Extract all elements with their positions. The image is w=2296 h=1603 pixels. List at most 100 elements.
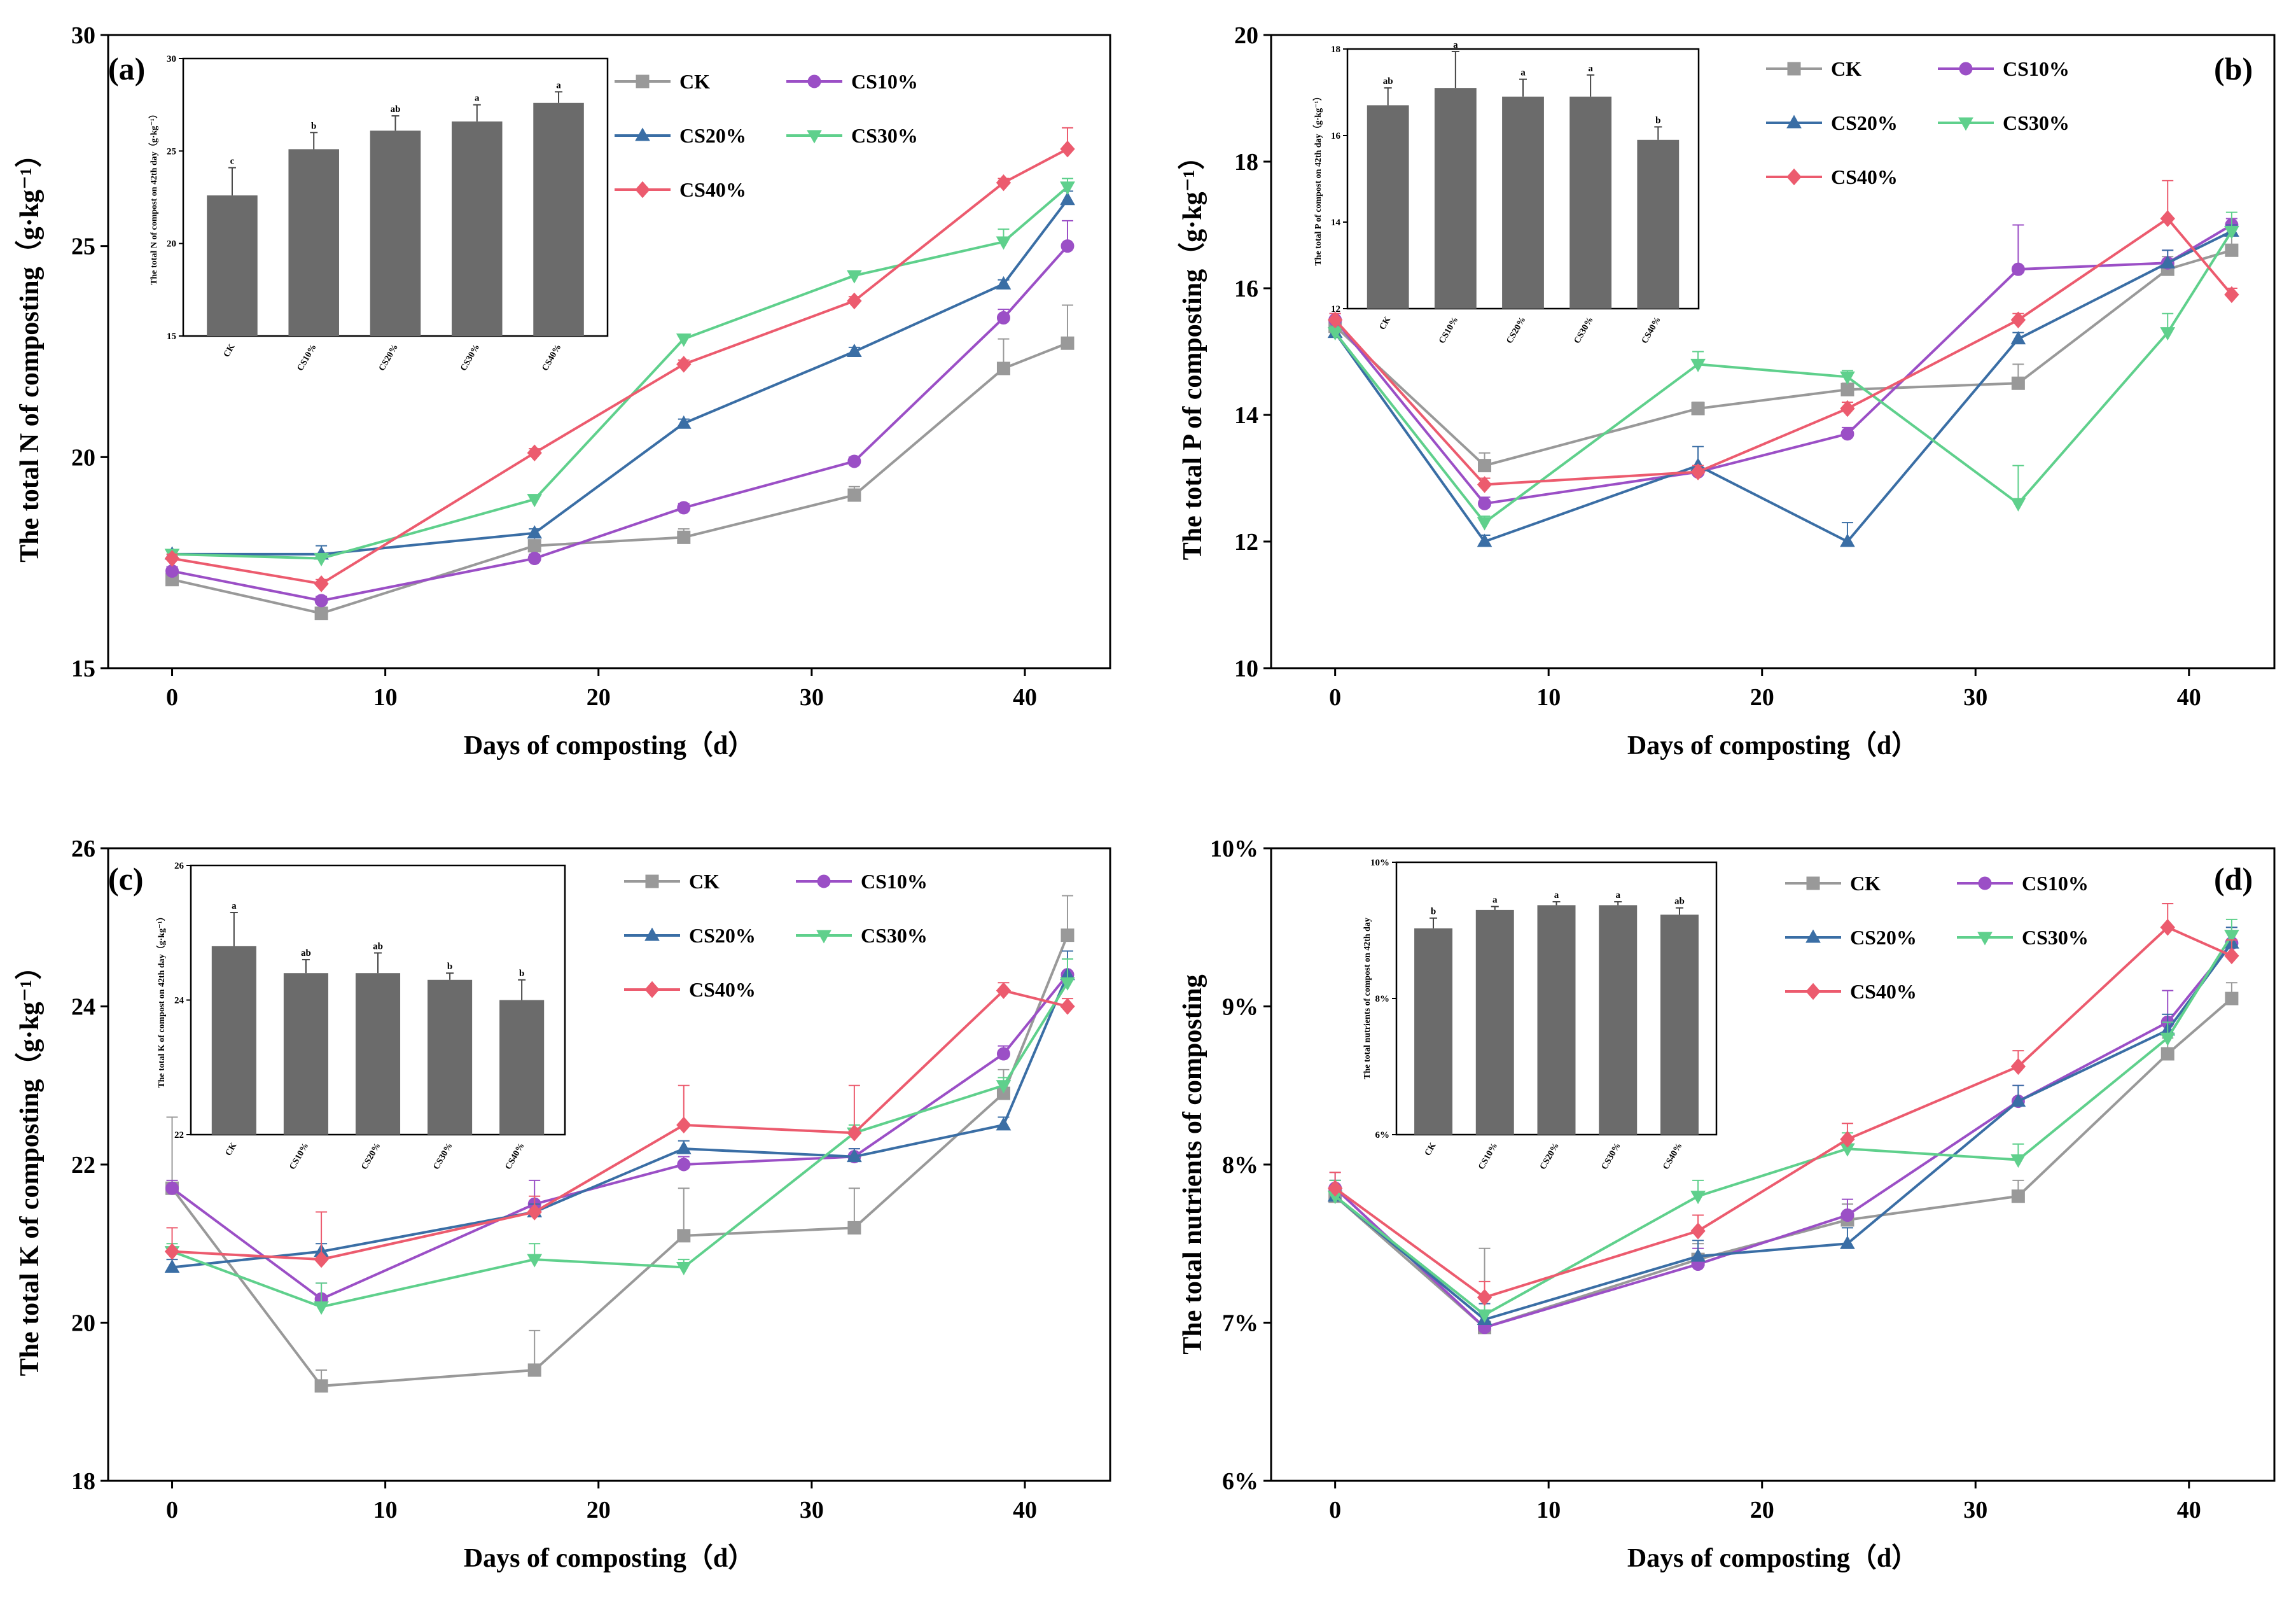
inset-x-tick-label: CS10%	[288, 1142, 310, 1172]
series-line	[172, 342, 1068, 615]
data-point	[2160, 1047, 2174, 1061]
legend-label: CS10%	[2022, 872, 2089, 895]
data-point	[2160, 210, 2175, 227]
data-point	[1690, 358, 1706, 372]
inset-y-tick-label: 16	[1331, 131, 1341, 141]
data-point	[527, 444, 542, 461]
legend-item: CS10%	[796, 870, 928, 893]
data-point	[314, 594, 328, 608]
data-point	[1840, 400, 1855, 417]
legend-item: CS20%	[1766, 111, 1898, 134]
x-tick-label: 40	[1013, 1497, 1037, 1523]
data-point	[1477, 1309, 1492, 1323]
legend-item: CS20%	[1785, 926, 1917, 949]
inset-x-tick-label: CS10%	[296, 343, 319, 373]
inset-y-tick-label: 22	[174, 1130, 184, 1140]
legend-item: CS30%	[796, 924, 928, 947]
inset-bar	[355, 973, 401, 1135]
inset-bar	[1414, 928, 1453, 1135]
series-CS30pct	[1327, 211, 2239, 531]
legend-marker	[644, 927, 660, 941]
significance-letter: a	[475, 94, 480, 104]
inset-x-tick-label: CS10%	[1437, 316, 1460, 346]
data-point	[1840, 1130, 1855, 1148]
data-point	[165, 564, 179, 578]
inset-bar	[428, 979, 473, 1135]
data-point	[1840, 427, 1854, 441]
inset-x-tick-label: CK	[1378, 315, 1393, 332]
legend-item: CS40%	[1785, 980, 1917, 1003]
y-tick-label: 16	[1234, 276, 1258, 302]
data-point	[2160, 327, 2176, 341]
series-CS10pct	[165, 220, 1075, 608]
data-point	[676, 1140, 692, 1154]
inset-x-tick-label: CS20%	[1505, 316, 1528, 346]
inset-x-tick-label: CK	[224, 1141, 239, 1158]
inset-bar-chart: 22 24 26 a CK ab CS10% ab CS20% b CS30% b CS40% The t…	[157, 861, 566, 1172]
data-point	[996, 174, 1012, 192]
x-tick-label: 40	[2177, 684, 2201, 711]
legend-marker	[816, 930, 831, 944]
legend-label: CS40%	[679, 178, 746, 201]
y-axis-title: The total P of composting（g·kg⁻¹）	[1178, 143, 1207, 560]
legend-label: CS40%	[689, 978, 756, 1001]
data-point	[527, 1203, 542, 1221]
y-tick-label: 6%	[1222, 1468, 1258, 1495]
data-point	[847, 270, 862, 284]
significance-letter: a	[1615, 890, 1620, 900]
x-tick-label: 0	[166, 1497, 178, 1523]
data-point	[847, 1124, 862, 1142]
data-point	[527, 525, 543, 539]
data-point	[314, 1301, 329, 1315]
inset-x-tick-label: CS40%	[504, 1142, 527, 1172]
chart-panel-2: 10 12 14 16 18 20 0 10 20 30 40 Days of composting（…	[1178, 22, 2276, 760]
data-point	[996, 1117, 1012, 1131]
inset-bar	[499, 1000, 545, 1135]
data-point	[1061, 928, 1075, 942]
inset-bar	[533, 102, 584, 336]
significance-letter: b	[1431, 907, 1436, 917]
significance-letter: c	[230, 156, 235, 166]
legend-label: CS30%	[851, 124, 918, 147]
panel-label: (d)	[2214, 861, 2253, 897]
significance-letter: ab	[1383, 76, 1393, 87]
data-point	[677, 530, 691, 544]
data-point	[996, 311, 1010, 325]
legend-item: CS20%	[615, 124, 746, 147]
inset-x-tick-label: CS40%	[541, 343, 564, 373]
data-point	[527, 1363, 541, 1377]
significance-letter: a	[1554, 890, 1559, 900]
inset-x-tick-label: CS30%	[1573, 316, 1596, 346]
legend-marker	[635, 127, 650, 141]
y-tick-label: 9%	[1222, 994, 1258, 1021]
inset-bar	[452, 121, 503, 336]
legend-marker	[807, 74, 821, 88]
inset-bar	[1637, 139, 1680, 309]
y-tick-label: 20	[71, 444, 95, 471]
significance-letter: a	[1588, 64, 1593, 74]
data-point	[996, 982, 1012, 999]
data-point	[2010, 311, 2026, 329]
x-axis-title: Days of composting（d）	[1627, 731, 1918, 760]
data-point	[1477, 533, 1492, 547]
inset-x-tick-label: CS40%	[1661, 1142, 1684, 1172]
series-CS30pct	[1327, 918, 2239, 1323]
x-tick-label: 0	[166, 684, 178, 711]
data-point	[1840, 1208, 1854, 1222]
x-axis-title: Days of composting（d）	[464, 731, 755, 760]
legend-marker	[636, 74, 650, 88]
data-point	[1477, 517, 1492, 531]
data-point	[1477, 476, 1492, 493]
data-point	[1840, 533, 1855, 547]
data-point	[996, 1080, 1012, 1094]
legend-item: CS10%	[1957, 872, 2089, 895]
inset-x-tick-label: CK	[1423, 1141, 1438, 1158]
inset-y-tick-label: 26	[174, 861, 184, 871]
legend-item: CS30%	[1957, 926, 2089, 949]
inset-bar	[283, 973, 328, 1135]
y-tick-label: 18	[1234, 149, 1258, 176]
y-tick-label: 25	[71, 234, 95, 260]
x-tick-label: 10	[1536, 1497, 1561, 1523]
legend-marker	[1806, 876, 1820, 890]
plot-frame	[1270, 34, 2276, 669]
